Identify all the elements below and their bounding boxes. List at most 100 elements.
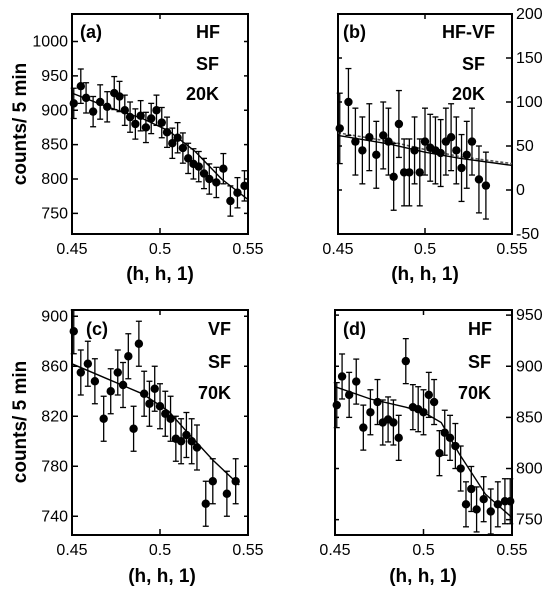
annotation-c-2: SF xyxy=(208,352,231,372)
data-point-c-2 xyxy=(83,359,93,368)
x-tick-label-d-1: 0.5 xyxy=(412,542,434,559)
y-tick-label-c-4: 900 xyxy=(41,308,68,325)
y-tick-label-c-1: 780 xyxy=(41,458,68,475)
data-point-b-11 xyxy=(405,168,414,177)
data-point-d-29 xyxy=(506,497,515,506)
annotation-a-3: 20K xyxy=(186,84,219,104)
y-tick-label-d-4: 950 xyxy=(516,307,543,324)
panel-d: (d) HF SF 70K (h, h, 1) 750 800 850 900 950 0… xyxy=(319,307,542,587)
data-point-a-28 xyxy=(233,188,242,197)
data-point-d-14 xyxy=(419,408,428,417)
data-point-d-6 xyxy=(373,397,382,407)
data-point-a-7 xyxy=(115,92,124,101)
y-tick-label-a-0: 750 xyxy=(41,205,68,222)
data-point-a-29 xyxy=(240,181,249,191)
data-point-c-21 xyxy=(192,443,202,452)
data-point-a-27 xyxy=(226,196,235,206)
x-tick-label-b-0: 0.45 xyxy=(322,241,353,258)
data-point-d-24 xyxy=(472,505,481,514)
panel-label-a: (a) xyxy=(80,22,102,42)
annotation-d-2: SF xyxy=(468,352,491,372)
data-point-c-19 xyxy=(182,430,191,440)
y-axis-label-a: counts/ 5 min xyxy=(10,63,31,185)
y-tick-label-a-3: 900 xyxy=(41,102,68,119)
y-tick-label-d-1: 800 xyxy=(516,461,543,478)
y-tick-label-b-3: 100 xyxy=(516,94,543,111)
data-point-c-0 xyxy=(69,327,78,336)
data-point-d-18 xyxy=(440,428,449,437)
data-point-b-9 xyxy=(394,119,404,129)
x-axis-label-d: (h, h, 1) xyxy=(389,566,457,587)
data-point-c-3 xyxy=(90,377,100,386)
data-point-c-9 xyxy=(129,424,138,433)
y-tick-label-d-2: 850 xyxy=(516,409,543,426)
x-tick-label-d-0: 0.45 xyxy=(319,542,350,559)
data-point-b-22 xyxy=(462,150,471,159)
data-point-d-20 xyxy=(451,441,460,451)
annotation-d-1: HF xyxy=(468,319,492,339)
annotation-b-1: HF-VF xyxy=(442,22,495,42)
data-point-b-6 xyxy=(379,131,388,140)
data-point-b-17 xyxy=(436,148,445,158)
panel-label-d: (d) xyxy=(343,319,366,339)
panel-label-b: (b) xyxy=(343,22,366,42)
data-point-a-10 xyxy=(131,119,140,129)
data-point-d-22 xyxy=(461,500,471,509)
data-point-b-2 xyxy=(351,137,360,146)
annotation-c-1: VF xyxy=(208,319,231,339)
data-point-b-14 xyxy=(420,137,430,146)
data-point-a-17 xyxy=(168,139,177,148)
data-point-c-23 xyxy=(208,477,217,486)
data-point-c-12 xyxy=(145,399,154,408)
data-point-d-11 xyxy=(401,356,410,366)
y-tick-label-b-4: 150 xyxy=(516,50,543,67)
data-point-c-11 xyxy=(139,389,149,398)
data-point-b-21 xyxy=(457,163,466,173)
data-point-b-5 xyxy=(372,150,381,159)
data-point-b-13 xyxy=(415,168,424,177)
x-tick-label-c-2: 0.55 xyxy=(232,542,263,559)
x-tick-label-b-2: 0.55 xyxy=(496,241,527,258)
data-point-d-15 xyxy=(424,390,434,400)
data-point-c-24 xyxy=(222,489,232,498)
data-point-a-5 xyxy=(103,102,112,112)
y-tick-label-a-2: 850 xyxy=(41,137,68,154)
data-point-a-22 xyxy=(194,162,203,171)
data-point-a-2 xyxy=(81,93,91,103)
panel-b: (b) HF-VF SF 20K (h, h, 1) -50 0 50 100 150 2… xyxy=(322,6,542,285)
x-axis-label-c: (h, h, 1) xyxy=(128,566,196,587)
data-point-d-25 xyxy=(479,495,488,504)
data-point-d-3 xyxy=(352,377,361,386)
x-tick-label-d-2: 0.55 xyxy=(496,542,527,559)
y-tick-label-c-3: 860 xyxy=(41,358,68,375)
data-point-a-11 xyxy=(136,111,145,120)
data-point-b-20 xyxy=(452,146,461,155)
data-point-d-4 xyxy=(359,423,368,432)
data-point-a-24 xyxy=(205,174,214,184)
data-point-c-18 xyxy=(176,437,186,446)
data-point-c-22 xyxy=(201,499,210,508)
data-point-d-26 xyxy=(486,507,495,516)
y-tick-label-c-0: 740 xyxy=(41,508,68,525)
x-tick-label-c-0: 0.45 xyxy=(56,542,87,559)
annotation-b-3: 20K xyxy=(452,84,485,104)
data-point-c-15 xyxy=(161,409,170,418)
y-tick-label-a-5: 1000 xyxy=(32,34,68,51)
data-point-c-6 xyxy=(113,368,122,377)
y-tick-label-d-0: 750 xyxy=(516,512,543,529)
data-point-a-14 xyxy=(152,106,161,115)
data-point-c-13 xyxy=(150,384,159,393)
data-point-b-3 xyxy=(358,146,367,155)
data-point-a-16 xyxy=(162,128,172,137)
data-point-a-23 xyxy=(199,169,209,178)
panel-label-c: (c) xyxy=(86,319,108,339)
data-point-d-16 xyxy=(429,397,439,407)
data-point-b-25 xyxy=(481,181,491,190)
data-point-d-23 xyxy=(467,484,476,494)
data-point-d-9 xyxy=(389,418,398,427)
data-point-d-2 xyxy=(344,390,354,400)
data-point-a-26 xyxy=(219,164,228,173)
x-tick-label-a-2: 0.55 xyxy=(232,241,263,258)
annotation-c-3: 70K xyxy=(198,383,231,403)
data-point-d-19 xyxy=(445,433,455,443)
